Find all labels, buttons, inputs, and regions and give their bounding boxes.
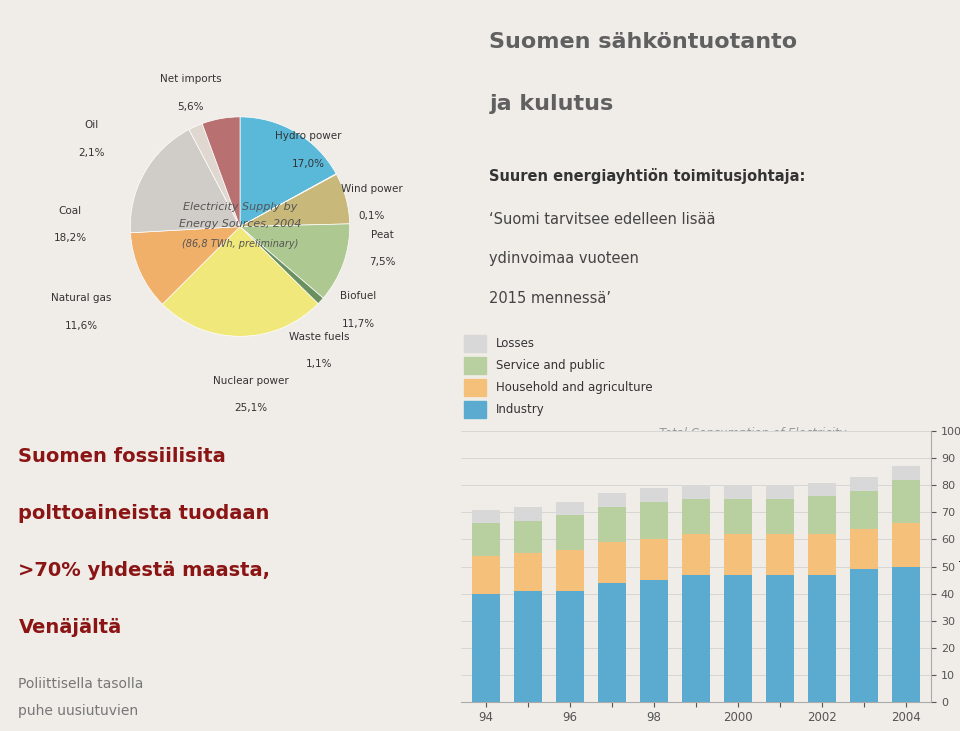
Text: 17,0%: 17,0% [292,159,324,169]
Bar [598,542,626,583]
Text: Oil: Oil [84,120,99,130]
Wedge shape [240,117,336,227]
Text: (86,8 TWh, preliminary): (86,8 TWh, preliminary) [181,239,299,249]
Text: Nuclear power: Nuclear power [213,376,289,386]
Bar [465,401,486,417]
Bar [515,520,541,553]
Bar [465,335,486,352]
Bar [557,501,584,515]
Bar [893,480,920,523]
Wedge shape [189,124,240,227]
Bar [472,510,499,523]
Text: ydinvoimaa vuoteen: ydinvoimaa vuoteen [490,251,639,267]
Text: polttoaineista tuodaan: polttoaineista tuodaan [18,504,270,523]
Bar [683,534,709,575]
Bar [766,499,794,534]
Bar [557,591,584,702]
Text: 5,6%: 5,6% [178,102,204,112]
Text: Net imports: Net imports [159,74,222,84]
Bar [515,507,541,520]
Bar [472,594,499,702]
Bar [465,379,486,395]
Text: 11,6%: 11,6% [64,321,98,331]
Text: Electricity Supply by: Electricity Supply by [182,202,298,212]
Bar [808,534,835,575]
Bar [640,580,667,702]
Bar [598,507,626,542]
Wedge shape [203,117,240,227]
Text: 0,1%: 0,1% [358,211,385,221]
Bar [725,534,752,575]
Text: Peat: Peat [372,230,394,240]
Text: Wind power: Wind power [341,183,402,194]
Text: Hydro power: Hydro power [275,131,341,141]
Bar [683,499,709,534]
Bar [766,534,794,575]
Bar [893,567,920,702]
Text: Coal: Coal [59,205,82,216]
Text: Losses: Losses [496,337,535,350]
Bar [851,477,877,491]
Text: Poliittisella tasolla: Poliittisella tasolla [18,677,144,691]
Bar [640,539,667,580]
Bar [766,485,794,499]
Wedge shape [240,175,349,227]
Text: 25,1%: 25,1% [234,404,268,413]
Text: Energy Sources, 2004: Energy Sources, 2004 [179,219,301,230]
Wedge shape [240,224,349,298]
Text: Service and public: Service and public [496,359,605,372]
Y-axis label: TWh: TWh [959,560,960,573]
Wedge shape [131,129,240,232]
Text: 18,2%: 18,2% [54,233,86,243]
Wedge shape [240,227,324,303]
Bar [683,575,709,702]
Bar [557,515,584,550]
Text: Natural gas: Natural gas [51,293,111,303]
Bar [808,575,835,702]
Bar [851,491,877,529]
Bar [725,575,752,702]
Bar [725,499,752,534]
Bar [472,523,499,556]
Bar [598,493,626,507]
Text: puhe uusiutuvien: puhe uusiutuvien [18,705,138,719]
Text: 11,7%: 11,7% [342,319,375,329]
Bar [893,523,920,567]
Bar [893,466,920,480]
Bar [725,485,752,499]
Bar [598,583,626,702]
Text: >70% yhdestä maasta,: >70% yhdestä maasta, [18,561,271,580]
Wedge shape [131,227,240,304]
Text: Household and agriculture: Household and agriculture [496,381,653,394]
Bar [465,357,486,374]
Text: 2015 mennessä’: 2015 mennessä’ [490,291,612,306]
Text: Suomen sähköntuotanto: Suomen sähköntuotanto [490,32,798,52]
Text: 1,1%: 1,1% [305,360,332,369]
Text: Suuren energiayhtiön toimitusjohtaja:: Suuren energiayhtiön toimitusjohtaja: [490,168,805,184]
Wedge shape [162,227,318,336]
Text: ‘Suomi tarvitsee edelleen lisää: ‘Suomi tarvitsee edelleen lisää [490,212,716,227]
Bar [851,529,877,569]
Bar [766,575,794,702]
Bar [808,496,835,534]
Bar [640,501,667,539]
Bar [851,569,877,702]
Bar [808,482,835,496]
Bar [515,553,541,591]
Text: ja kulutus: ja kulutus [490,94,613,113]
Text: Suomen fossiilisita: Suomen fossiilisita [18,447,227,466]
Bar [640,488,667,501]
Text: Industry: Industry [496,403,545,416]
Bar [557,550,584,591]
Text: Waste fuels: Waste fuels [289,332,349,342]
Wedge shape [240,174,336,227]
Bar [683,485,709,499]
Text: 7,5%: 7,5% [370,257,396,268]
Text: Venäjältä: Venäjältä [18,618,122,637]
Text: Total Consumption of Electricity: Total Consumption of Electricity [659,427,846,440]
Text: 2,1%: 2,1% [79,148,106,158]
Bar [472,556,499,594]
Bar [515,591,541,702]
Text: Biofuel: Biofuel [341,291,376,301]
